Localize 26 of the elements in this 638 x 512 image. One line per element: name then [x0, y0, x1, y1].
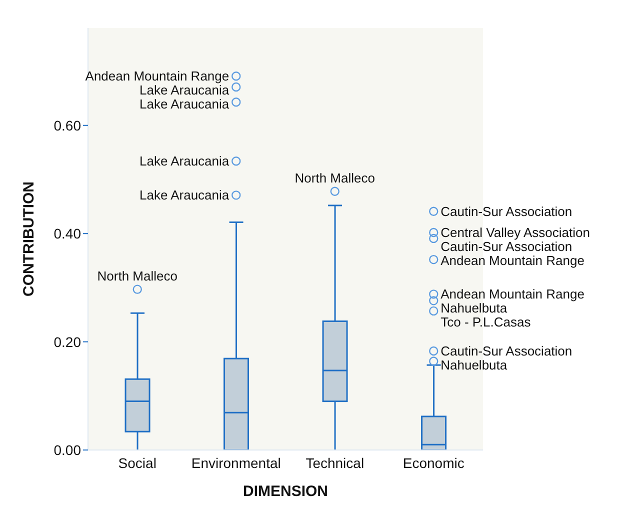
annotation: Cautin-Sur Association: [440, 204, 572, 219]
x-tick-label: Social: [118, 454, 156, 471]
x-tick-label: Technical: [306, 454, 364, 471]
x-axis-title: DIMENSION: [242, 483, 328, 500]
annotation: Andean Mountain Range: [440, 286, 584, 302]
annotation: Andean Mountain Range: [440, 253, 584, 268]
annotation: Nahuelbuta: [440, 357, 508, 372]
annotation: Cautin-Sur Association: [440, 239, 572, 254]
x-tick-label: Environmental: [191, 454, 281, 471]
annotation: Lake Araucania: [140, 188, 230, 203]
annotation: Lake Araucania: [140, 82, 230, 98]
y-axis-title: CONTRIBUTION: [20, 182, 38, 296]
annotation: North Malleco: [294, 170, 375, 186]
annotation: Cautin-Sur Association: [440, 343, 572, 358]
annotation: Andean Mountain Range: [85, 68, 230, 84]
annotation: North Malleco: [97, 268, 178, 284]
y-tick-label: 0.60: [54, 117, 82, 134]
annotation: Lake Araucania: [140, 96, 230, 112]
annotation: Lake Araucania: [140, 154, 230, 169]
y-tick-label: 0.20: [54, 334, 82, 350]
y-tick-label: 0.00: [54, 442, 82, 458]
annotation: Tco - P.L.Casas: [440, 314, 532, 330]
annotation: Nahuelbuta: [440, 300, 508, 316]
x-tick-label: Economic: [402, 454, 464, 471]
y-tick-label: 0.40: [54, 226, 82, 242]
annotation: Central Valley Association: [440, 225, 590, 240]
